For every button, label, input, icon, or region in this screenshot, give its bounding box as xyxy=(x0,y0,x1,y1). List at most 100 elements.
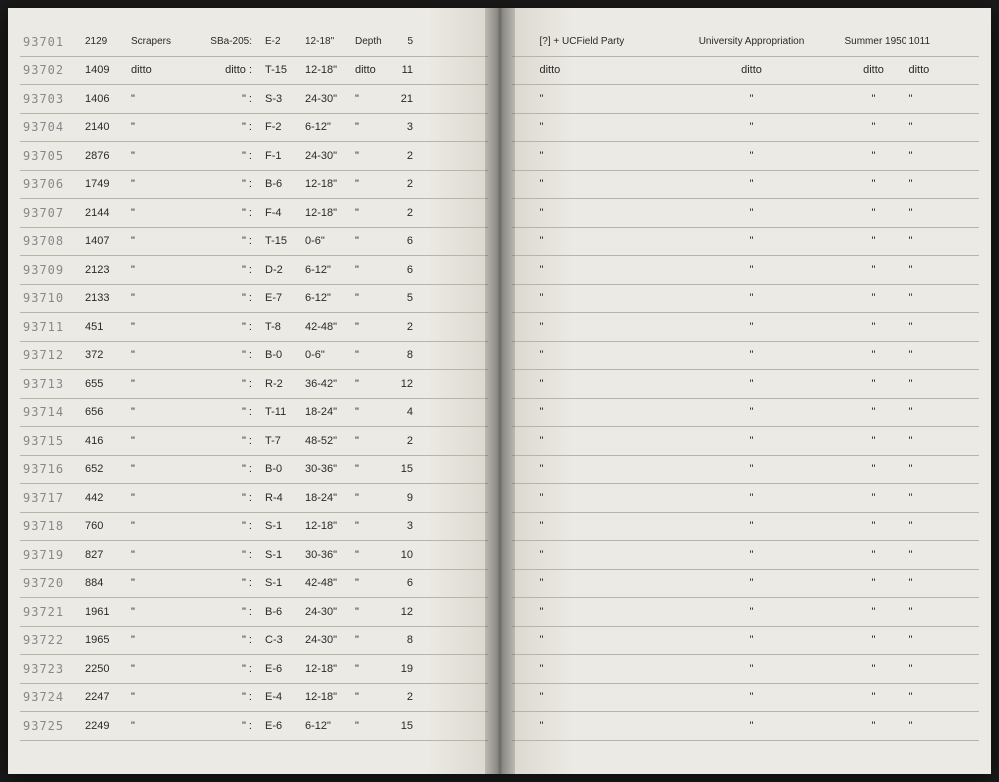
funding: " xyxy=(662,93,842,105)
collector: " xyxy=(512,207,662,219)
funding: " xyxy=(662,406,842,418)
specimen-number: 2250 xyxy=(82,663,128,675)
depth: 6-12" xyxy=(302,264,352,276)
unit: B-0 xyxy=(262,349,302,361)
ledger-row: """" xyxy=(512,427,980,456)
depth: 12-18" xyxy=(302,663,352,675)
ledger-row: """" xyxy=(512,684,980,713)
unit: T-15 xyxy=(262,235,302,247)
funding: " xyxy=(662,321,842,333)
funding: " xyxy=(662,634,842,646)
unit: S-1 xyxy=(262,549,302,561)
season: " xyxy=(842,720,906,732)
ledger-row: """" xyxy=(512,228,980,257)
unit: C-3 xyxy=(262,634,302,646)
specimen-number: 451 xyxy=(82,321,128,333)
lot: " xyxy=(906,264,950,276)
site: " : xyxy=(200,492,262,504)
season: " xyxy=(842,349,906,361)
depth: 6-12" xyxy=(302,720,352,732)
count: 12 xyxy=(390,606,416,618)
count: 9 xyxy=(390,492,416,504)
site: " : xyxy=(200,207,262,219)
depth: 12-18" xyxy=(302,64,352,76)
lot: " xyxy=(906,663,950,675)
funding: University Appropriation xyxy=(662,36,842,47)
catalog-id: 93711 xyxy=(20,320,82,334)
count: 15 xyxy=(390,720,416,732)
specimen-number: 2140 xyxy=(82,121,128,133)
specimen-number: 1965 xyxy=(82,634,128,646)
unit: E-7 xyxy=(262,292,302,304)
ledger-row: 937072144"" :F-412-18""2 xyxy=(20,199,488,228)
depth: 6-12" xyxy=(302,121,352,133)
depth-word: " xyxy=(352,577,390,589)
count: 6 xyxy=(390,235,416,247)
lot: " xyxy=(906,235,950,247)
ledger-row: """" xyxy=(512,171,980,200)
season: " xyxy=(842,463,906,475)
count: 5 xyxy=(390,36,416,47)
unit: T-11 xyxy=(262,406,302,418)
catalog-id: 93719 xyxy=(20,548,82,562)
depth-word: " xyxy=(352,349,390,361)
unit: B-6 xyxy=(262,606,302,618)
unit: S-1 xyxy=(262,520,302,532)
lot: " xyxy=(906,720,950,732)
collector: " xyxy=(512,691,662,703)
depth-word: " xyxy=(352,378,390,390)
catalog-id: 93706 xyxy=(20,177,82,191)
lot: " xyxy=(906,93,950,105)
collector: " xyxy=(512,93,662,105)
ledger-row: 937042140"" :F-26-12""3 xyxy=(20,114,488,143)
collector: " xyxy=(512,406,662,418)
description: " xyxy=(128,292,200,304)
funding: " xyxy=(662,435,842,447)
collector: " xyxy=(512,378,662,390)
catalog-id: 93724 xyxy=(20,690,82,704)
unit: F-1 xyxy=(262,150,302,162)
collector: " xyxy=(512,121,662,133)
collector: ditto xyxy=(512,64,662,76)
depth-word: " xyxy=(352,321,390,333)
season: " xyxy=(842,492,906,504)
season: " xyxy=(842,235,906,247)
ledger-row: """" xyxy=(512,570,980,599)
unit: T-7 xyxy=(262,435,302,447)
catalog-id: 93722 xyxy=(20,633,82,647)
season: " xyxy=(842,93,906,105)
count: 4 xyxy=(390,406,416,418)
specimen-number: 827 xyxy=(82,549,128,561)
ledger-row: 937081407"" :T-150-6""6 xyxy=(20,228,488,257)
catalog-id: 93703 xyxy=(20,92,82,106)
depth: 24-30" xyxy=(302,150,352,162)
lot: " xyxy=(906,207,950,219)
season: " xyxy=(842,207,906,219)
funding: " xyxy=(662,577,842,589)
funding: " xyxy=(662,292,842,304)
ledger-row: """" xyxy=(512,627,980,656)
depth-word: ditto xyxy=(352,64,390,76)
catalog-id: 93717 xyxy=(20,491,82,505)
ledger-row: 937102133"" :E-76-12""5 xyxy=(20,285,488,314)
site: " : xyxy=(200,264,262,276)
lot: " xyxy=(906,378,950,390)
count: 6 xyxy=(390,577,416,589)
description: " xyxy=(128,606,200,618)
ledger-row: 93715416"" :T-748-52""2 xyxy=(20,427,488,456)
depth-word: " xyxy=(352,207,390,219)
season: " xyxy=(842,292,906,304)
site: " : xyxy=(200,577,262,589)
site: " : xyxy=(200,691,262,703)
season: " xyxy=(842,378,906,390)
ledger-row: 93717442"" :R-418-24""9 xyxy=(20,484,488,513)
depth-word: " xyxy=(352,663,390,675)
site: " : xyxy=(200,93,262,105)
depth: 12-18" xyxy=(302,207,352,219)
unit: E-6 xyxy=(262,663,302,675)
collector: " xyxy=(512,634,662,646)
catalog-id: 93715 xyxy=(20,434,82,448)
depth-word: " xyxy=(352,549,390,561)
lot: " xyxy=(906,549,950,561)
ledger-row: 93711451"" :T-842-48""2 xyxy=(20,313,488,342)
